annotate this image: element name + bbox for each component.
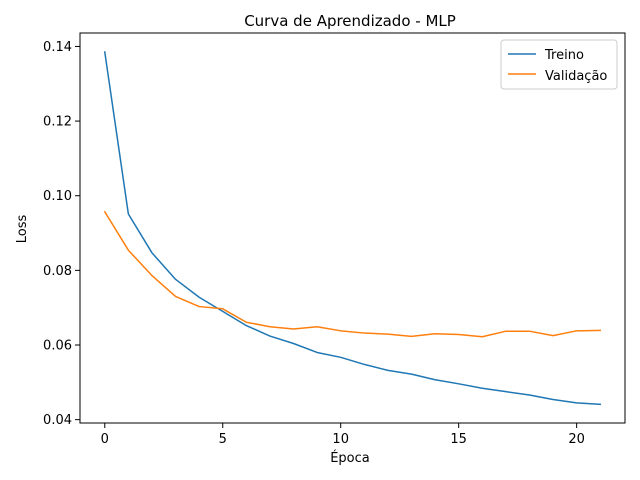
x-tick-label: 0 [101,432,109,447]
y-tick-label: 0.14 [43,40,72,55]
x-axis-label: Época [330,450,370,466]
y-tick-label: 0.08 [43,264,72,279]
x-tick-label: 5 [219,432,227,447]
x-axis: 0 5 10 15 20 [101,423,585,447]
y-tick-label: 0.10 [43,189,72,204]
y-axis-label: Loss [15,215,30,244]
legend-label-treino: Treino [544,48,584,63]
legend-box [500,39,618,90]
series-line-treino [103,51,602,406]
legend-label-validacao: Validação [545,69,607,84]
x-tick-label: 20 [568,432,585,447]
y-tick-label: 0.04 [43,413,72,428]
series-line-validacao [103,210,601,338]
series-layer [103,51,602,406]
x-tick-label: 15 [450,432,467,447]
chart-title: Curva de Aprendizado - MLP [244,12,456,30]
y-tick-label: 0.06 [43,339,72,354]
y-tick-label: 0.12 [43,115,72,130]
y-axis: 0.04 0.06 0.08 0.10 0.12 0.14 [43,40,80,428]
plot-area [79,32,626,424]
legend: Treino Validação [500,39,618,90]
axes-frame [79,32,626,424]
x-tick-label: 10 [332,432,349,447]
